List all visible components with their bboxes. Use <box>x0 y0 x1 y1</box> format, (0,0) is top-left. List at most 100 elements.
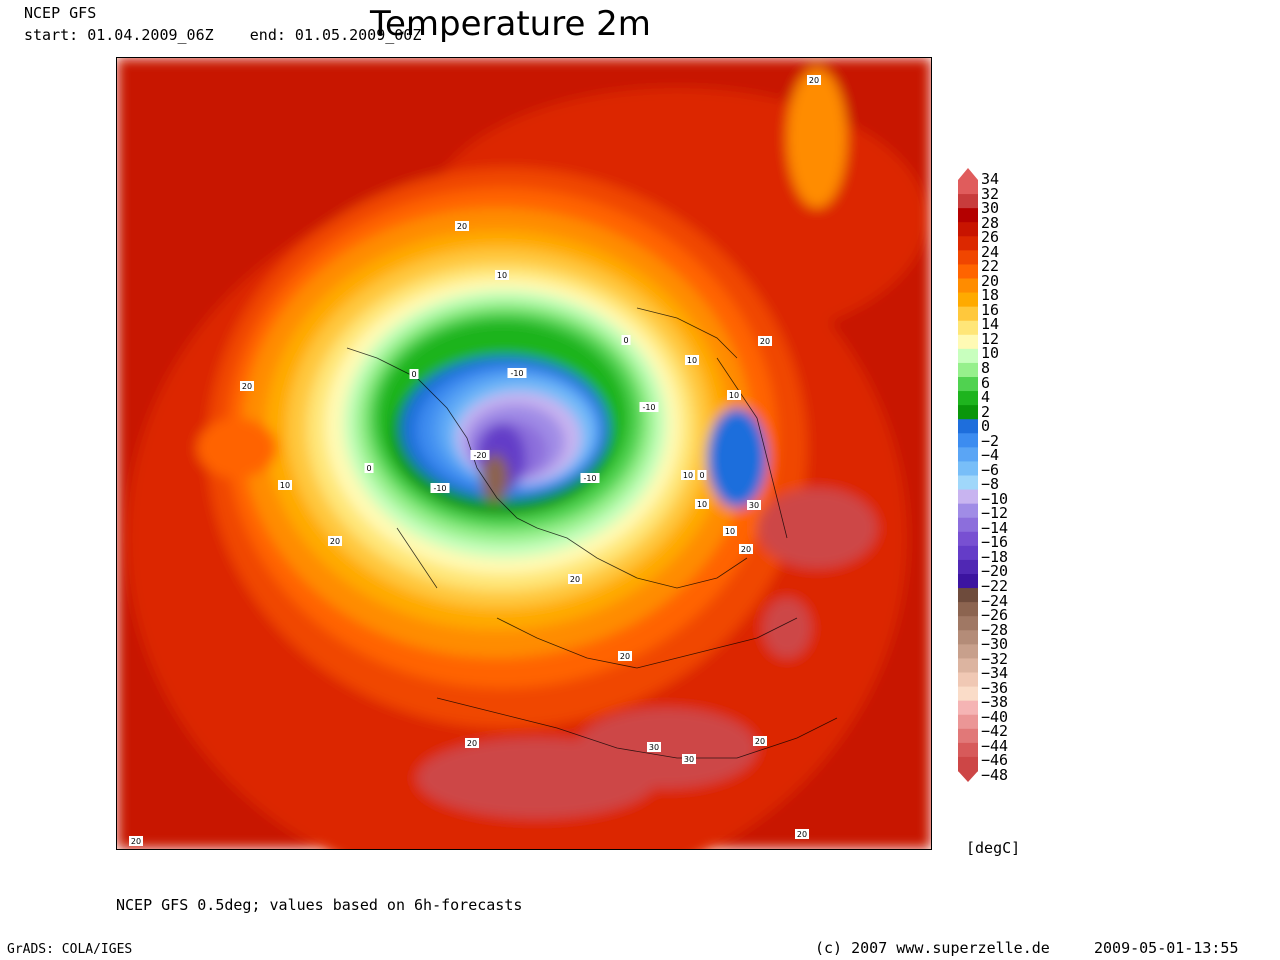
contour-label: 20 <box>760 337 770 346</box>
contour-label-bg <box>580 473 600 483</box>
colorbar-segment <box>958 602 978 617</box>
colorbar-tick-label: −2 <box>981 431 1000 450</box>
colorbar-segment <box>958 503 978 519</box>
copyright-notice: (c) 2007 www.superzelle.de <box>815 939 1050 957</box>
contour-label-bg <box>409 369 419 379</box>
contour-label: 20 <box>809 76 819 85</box>
contour-label: -10 <box>510 369 523 378</box>
colorbar-tick-label: −32 <box>981 649 1009 668</box>
colorbar-tick-label: −8 <box>981 475 1000 494</box>
colorbar-tick-label: −28 <box>981 620 1009 639</box>
colorbar-segment <box>958 559 978 575</box>
colorbar-segment <box>958 531 978 547</box>
contour-label-bg <box>278 480 292 490</box>
colorbar-segment <box>958 306 978 322</box>
contour-label-bg <box>618 651 632 661</box>
contour-label-bg <box>685 355 699 365</box>
colorbar-segment <box>958 292 978 308</box>
colorbar-tick-label: −20 <box>981 562 1009 581</box>
contour-label-bg <box>495 270 509 280</box>
colorbar-tick-label: 34 <box>981 170 1000 188</box>
colorbar-segment <box>958 222 978 237</box>
colorbar-segment <box>958 419 978 434</box>
contour-label-bg <box>470 450 490 460</box>
contour-label: 20 <box>741 545 751 554</box>
colorbar-segment <box>958 194 978 209</box>
colorbar-tick-label: −34 <box>981 664 1009 683</box>
colorbar-segment <box>958 405 978 420</box>
colorbar-tick-label: 20 <box>981 271 1000 290</box>
colorbar-segment <box>958 264 978 279</box>
colorbar-segment <box>958 475 978 491</box>
colorbar-segment <box>958 756 978 772</box>
colorbar-segment <box>958 320 978 336</box>
contour-label-bg <box>647 742 661 752</box>
colorbar-tick-label: 0 <box>981 417 991 436</box>
temperature-map: 20 20 10 0 -10 -20 -10 -10 -10 0 10 10 0 10 10 0 10 20 20 2… <box>116 57 932 850</box>
colorbar-tick-label: −14 <box>981 518 1009 537</box>
grads-credit: GrADS: COLA/IGES <box>7 942 133 957</box>
contour-labels: 20 20 10 0 -10 -20 -10 -10 -10 0 10 10 0 10 10 0 10 20 20 2… <box>129 75 821 846</box>
unit-label: [degC] <box>966 839 1021 857</box>
colorbar-segment <box>958 433 978 448</box>
colorbar-tick-label: −42 <box>981 722 1009 741</box>
colorbar-tick-label: −16 <box>981 533 1009 552</box>
colorbar-segment <box>958 714 978 730</box>
colorbar-arrow-up <box>958 168 978 180</box>
contour-label: 30 <box>649 743 659 752</box>
contour-label-bg <box>621 335 631 345</box>
colorbar-tick-label: −4 <box>981 446 1000 465</box>
colorbar-tick-label: −12 <box>981 504 1009 523</box>
colorbar-tick-label: 22 <box>981 257 1000 276</box>
colorbar-segment <box>958 545 978 561</box>
colorbar-tick-label: 10 <box>981 344 1000 363</box>
colorbar-tick-label: −40 <box>981 707 1009 726</box>
contour-label-bg <box>364 463 374 473</box>
contour-label: 0 <box>366 464 371 473</box>
contour-label: 20 <box>620 652 630 661</box>
colorbar-segment <box>958 658 978 673</box>
colorbar-segment <box>958 574 978 589</box>
contour-label: 20 <box>457 222 467 231</box>
colorbar-segment <box>958 489 978 505</box>
contour-label-bg <box>568 574 582 584</box>
colorbar <box>958 168 978 782</box>
contour-label-bg <box>129 836 143 846</box>
colorbar-tick-label: 32 <box>981 184 1000 203</box>
contour-label-bg <box>747 500 761 510</box>
contour-label-bg <box>639 402 659 412</box>
colorbar-segment <box>958 686 978 702</box>
colorbar-tick-label: −22 <box>981 577 1009 596</box>
colorbar-segment <box>958 180 978 195</box>
colorbar-tick-label: 8 <box>981 358 991 377</box>
contour-label: 20 <box>131 837 141 846</box>
contour-label-bg <box>430 483 450 493</box>
colorbar-segment <box>958 728 978 744</box>
colorbar-tick-label: −48 <box>981 766 1009 784</box>
contour-label: 20 <box>330 537 340 546</box>
colorbar-tick-label: 28 <box>981 213 1000 232</box>
contour-label-bg <box>681 470 695 480</box>
contour-label-bg <box>739 544 753 554</box>
contour-label-bg <box>697 470 707 480</box>
colorbar-tick-label: 24 <box>981 242 1000 261</box>
contour-label-bg <box>753 736 767 746</box>
contour-label: 0 <box>699 471 704 480</box>
colorbar-segment <box>958 742 978 758</box>
map-title: Temperature 2m <box>370 4 651 44</box>
colorbar-tick-label: −30 <box>981 635 1009 654</box>
contour-label: 20 <box>242 382 252 391</box>
temperature-fields <box>117 58 931 849</box>
colorbar-tick-label: 30 <box>981 199 1000 218</box>
data-note: NCEP GFS 0.5deg; values based on 6h-fore… <box>116 896 523 914</box>
colorbar-tick-label: 12 <box>981 329 1000 348</box>
contour-label: 0 <box>411 370 416 379</box>
colorbar-tick-label: 26 <box>981 228 1000 247</box>
colorbar-tick-label: −26 <box>981 606 1009 625</box>
colorbar-segment <box>958 672 978 688</box>
colorbar-segment <box>958 334 978 350</box>
contour-label-bg <box>723 526 737 536</box>
contour-label-bg <box>758 336 772 346</box>
colorbar-tick-label: 16 <box>981 300 1000 319</box>
contour-label-bg <box>328 536 342 546</box>
